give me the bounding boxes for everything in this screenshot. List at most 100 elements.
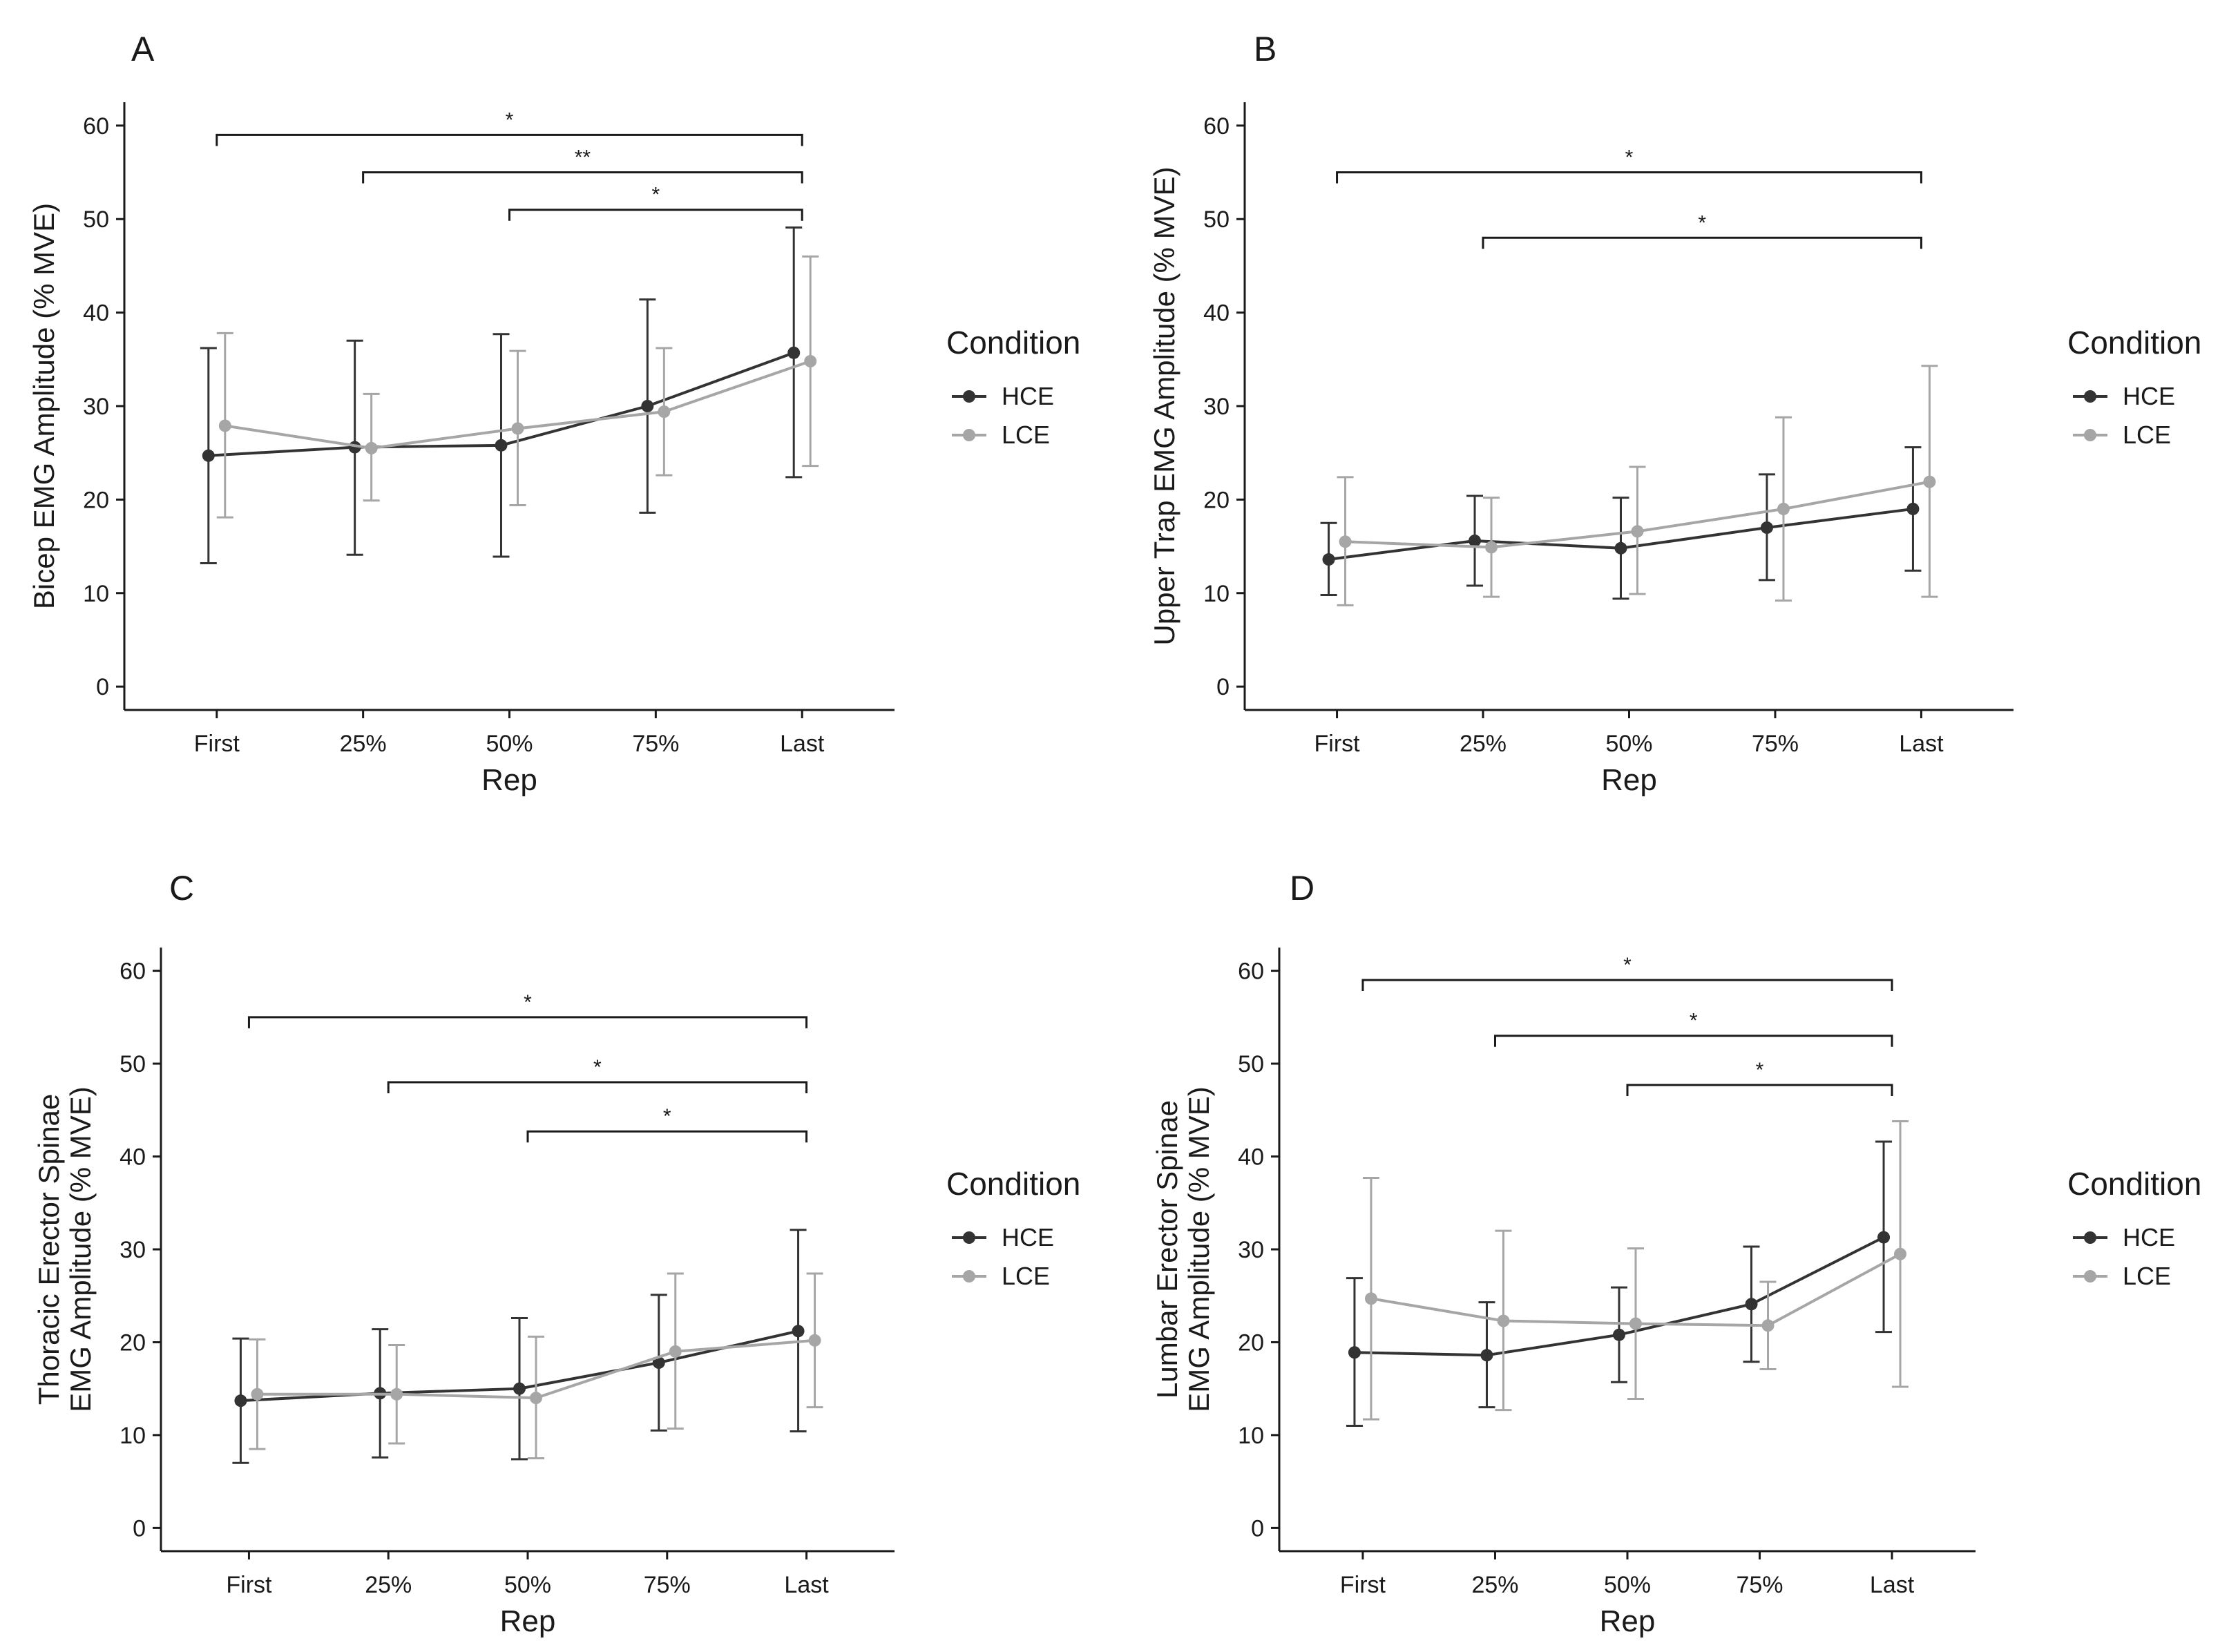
panel-b: B 0 10 20 30 40 50 60 First 25% 50% 75% Last Rep Upper…: [1148, 30, 2201, 797]
data-point: [1906, 502, 1920, 515]
data-point: [658, 405, 671, 419]
y-axis-title: Upper Trap EMG Amplitude (% MVE): [1148, 166, 1180, 645]
data-point: [513, 1382, 526, 1395]
series-hce: [232, 1229, 807, 1464]
y-tick-label: 0: [1251, 1515, 1264, 1541]
data-point: [1322, 553, 1335, 566]
data-point: [1614, 541, 1627, 555]
series-lce: [249, 1272, 823, 1460]
panel-c: C 0 10 20 30 40 50 60 First 25% 50% 75% Last Rep Thora…: [32, 869, 1080, 1638]
significance-bracket: *: [1626, 1059, 1893, 1096]
data-point: [1348, 1346, 1361, 1359]
significance-bracket: **: [362, 146, 803, 184]
y-tick-label: 20: [1203, 487, 1230, 513]
y-axis-title: EMG Amplitude (% MVE): [64, 1086, 97, 1412]
x-tick-label: Last: [1870, 1572, 1915, 1598]
data-point: [641, 400, 654, 412]
y-tick-label: 50: [83, 206, 109, 233]
data-point: [1777, 502, 1790, 515]
data-point: [495, 439, 508, 452]
bracket-line: [1493, 1035, 1893, 1047]
data-point: [202, 449, 215, 462]
y-axis-title: Lumbar Erector Spinae: [1151, 1100, 1183, 1399]
data-point: [669, 1345, 682, 1358]
y-tick-label: 60: [1203, 113, 1230, 140]
bracket-line: [387, 1081, 808, 1093]
panel-letter: D: [1290, 869, 1314, 907]
data-point: [390, 1387, 403, 1401]
y-tick-label: 40: [1238, 1144, 1264, 1171]
data-point: [1923, 475, 1936, 488]
y-tick-label: 40: [83, 300, 109, 327]
x-tick-label: 25%: [365, 1572, 412, 1598]
legend-label: LCE: [1002, 1262, 1050, 1290]
x-tick-label: 50%: [504, 1572, 551, 1598]
data-point: [365, 441, 378, 454]
significance-label: *: [1623, 954, 1632, 977]
data-point: [1364, 1292, 1377, 1305]
x-tick-label: 75%: [632, 731, 679, 757]
bracket-line: [526, 1130, 808, 1143]
legend-key-point: [963, 1270, 975, 1283]
data-point: [1613, 1328, 1625, 1341]
bracket-line: [1336, 171, 1922, 184]
bracket-line: [1361, 979, 1893, 992]
y-tick-label: 20: [1238, 1329, 1264, 1356]
data-point: [1761, 1319, 1775, 1332]
data-point: [1485, 541, 1498, 554]
bracket-line: [216, 133, 803, 146]
y-tick-label: 40: [119, 1144, 146, 1171]
x-tick-label: First: [194, 731, 240, 757]
data-point: [251, 1387, 264, 1401]
significance-bracket: *: [247, 991, 808, 1028]
x-tick-label: Last: [784, 1572, 829, 1598]
series-hce: [1320, 446, 1922, 600]
x-tick-label: 75%: [1736, 1572, 1783, 1598]
y-tick-label: 50: [1203, 206, 1230, 233]
y-tick-label: 50: [119, 1051, 146, 1077]
y-axis-title: Bicep EMG Amplitude (% MVE): [28, 203, 60, 609]
x-tick-label: First: [226, 1572, 272, 1598]
x-tick-label: First: [1314, 731, 1361, 757]
y-tick-label: 50: [1238, 1051, 1264, 1077]
data-point: [1877, 1231, 1891, 1244]
x-tick-label: 50%: [486, 731, 533, 757]
y-axis-title: Thoracic Erector Spinae: [32, 1094, 65, 1405]
x-tick-label: Last: [780, 731, 825, 757]
y-tick-label: 10: [119, 1423, 146, 1449]
legend-key-point: [963, 429, 975, 441]
significance-label: *: [663, 1105, 671, 1128]
significance-label: *: [1698, 211, 1706, 234]
y-tick-label: 0: [96, 674, 109, 700]
legend-key-point: [2084, 429, 2096, 441]
significance-bracket: *: [508, 184, 803, 221]
y-tick-label: 10: [83, 581, 109, 607]
significance-bracket: *: [1361, 954, 1893, 992]
significance-bracket: *: [1493, 1010, 1893, 1047]
legend: Condition HCE LCE: [946, 325, 1080, 449]
x-axis-title: Rep: [1601, 763, 1657, 797]
legend: Condition HCE LCE: [2067, 1166, 2201, 1290]
panel-a: A 0 10 20 30 40 50 60 First 25% 50% 75% Last Rep Bicep…: [28, 30, 1080, 797]
significance-label: *: [506, 108, 514, 131]
data-point: [511, 422, 524, 435]
y-tick-label: 30: [1238, 1237, 1264, 1263]
legend-label: HCE: [1002, 1223, 1054, 1251]
y-tick-label: 10: [1238, 1423, 1264, 1449]
bracket-line: [362, 171, 803, 184]
legend-title: Condition: [946, 325, 1080, 361]
y-tick-label: 30: [119, 1237, 146, 1263]
data-point: [218, 419, 231, 432]
series-lce: [1337, 365, 1938, 606]
legend-label: LCE: [2123, 421, 2171, 449]
y-tick-label: 20: [119, 1329, 146, 1356]
bracket-line: [508, 209, 803, 221]
legend: Condition HCE LCE: [2067, 325, 2201, 449]
data-point: [652, 1356, 665, 1370]
data-point: [1339, 535, 1352, 548]
series-hce: [200, 226, 803, 564]
data-point: [234, 1394, 247, 1408]
legend-key-point: [963, 390, 975, 403]
y-tick-label: 30: [83, 394, 109, 420]
data-point: [1629, 1317, 1642, 1330]
